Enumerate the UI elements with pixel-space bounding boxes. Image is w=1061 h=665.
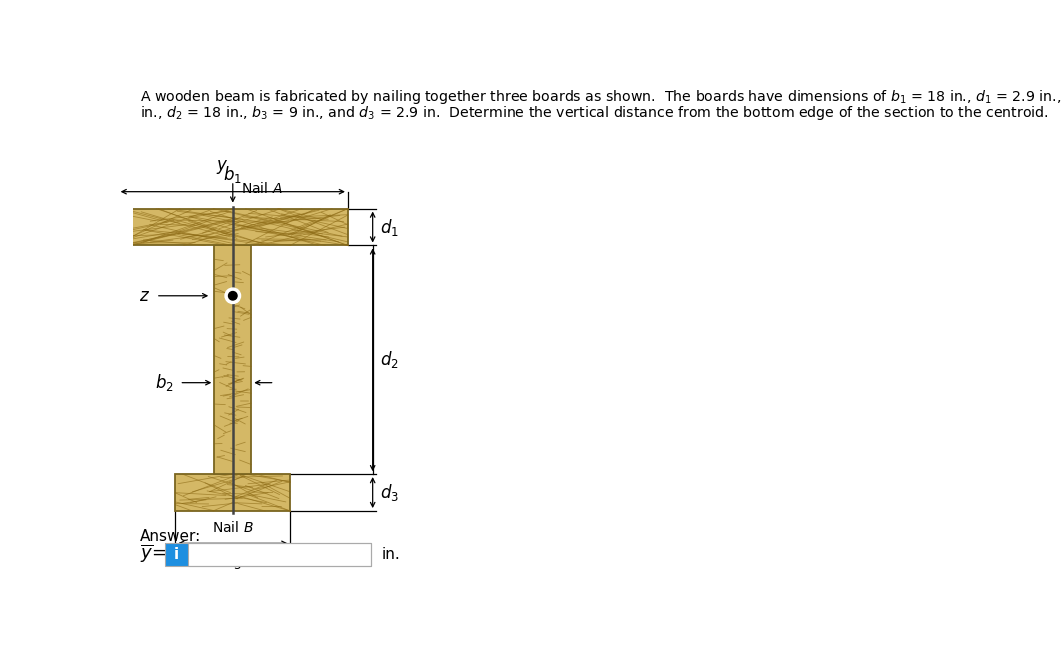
Text: Answer:: Answer: xyxy=(140,529,202,544)
Bar xyxy=(118,209,348,245)
Text: $y$: $y$ xyxy=(215,158,228,176)
Text: $d_3$: $d_3$ xyxy=(381,482,400,503)
Text: in.: in. xyxy=(381,547,400,562)
Text: $d_2$: $d_2$ xyxy=(381,349,399,370)
Text: A wooden beam is fabricated by nailing together three boards as shown.  The boar: A wooden beam is fabricated by nailing t… xyxy=(140,88,1061,106)
Circle shape xyxy=(228,291,237,300)
Text: i: i xyxy=(174,547,179,562)
Text: Nail $A$: Nail $A$ xyxy=(241,181,282,196)
Bar xyxy=(214,245,251,474)
Bar xyxy=(166,543,370,566)
Text: $b_2$: $b_2$ xyxy=(155,372,174,393)
Text: $b_3$: $b_3$ xyxy=(223,550,242,571)
Text: in., $d_2$ = 18 in., $b_3$ = 9 in., and $d_3$ = 2.9 in.  Determine the vertical : in., $d_2$ = 18 in., $b_3$ = 9 in., and … xyxy=(140,104,1049,122)
Text: $b_1$: $b_1$ xyxy=(223,164,242,185)
Text: Nail $B$: Nail $B$ xyxy=(212,520,254,535)
Text: $d_1$: $d_1$ xyxy=(381,217,399,237)
Text: $\overline{y}$=: $\overline{y}$= xyxy=(140,543,167,564)
Circle shape xyxy=(225,288,241,303)
Bar xyxy=(189,543,370,566)
Bar xyxy=(166,543,189,566)
Text: $z$: $z$ xyxy=(139,287,150,305)
Bar xyxy=(175,474,291,511)
